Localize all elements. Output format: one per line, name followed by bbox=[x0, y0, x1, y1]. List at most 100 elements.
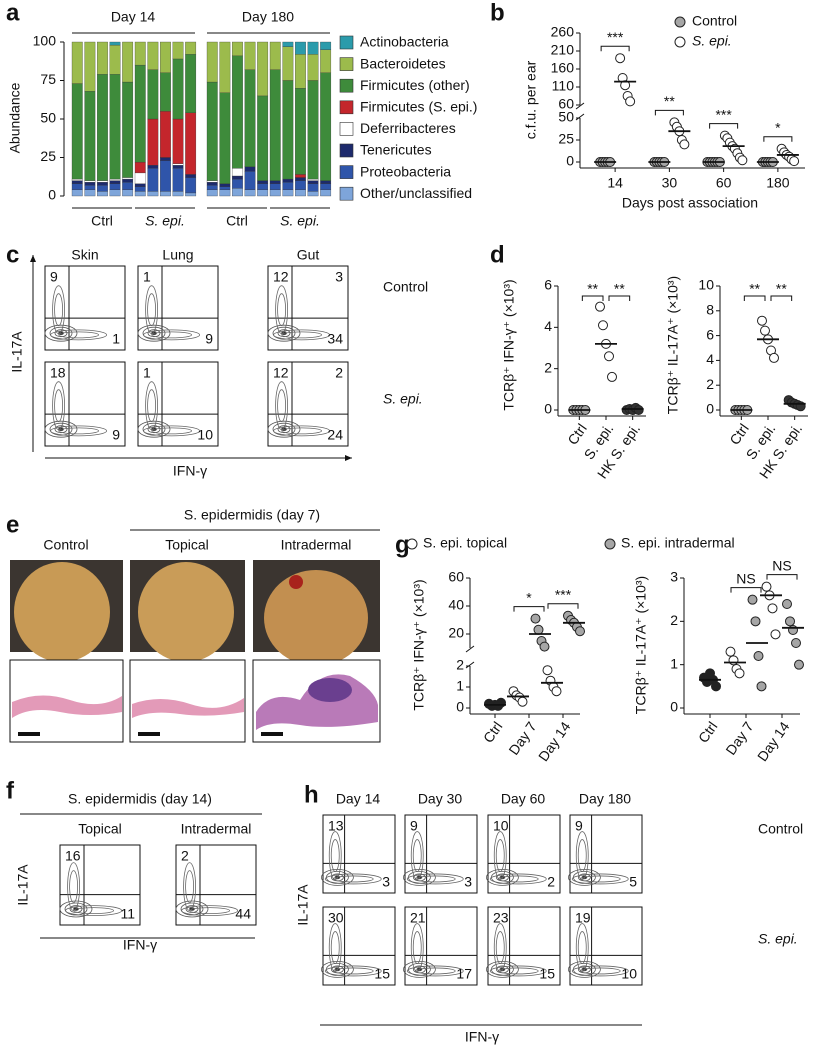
y-tick-label: 8 bbox=[706, 302, 714, 318]
x-axis-label: IFN-γ bbox=[123, 937, 157, 953]
quadrant-value: 10 bbox=[197, 427, 213, 443]
bar-segment bbox=[185, 54, 197, 113]
quadrant-value: 9 bbox=[410, 818, 418, 834]
arrow-head bbox=[345, 455, 352, 461]
bar-segment bbox=[134, 191, 146, 197]
data-point bbox=[595, 301, 605, 312]
data-point bbox=[539, 641, 550, 652]
bar-segment bbox=[269, 183, 281, 190]
y-tick-label: 4 bbox=[706, 351, 714, 367]
data-point bbox=[542, 665, 553, 676]
significance-bracket bbox=[763, 136, 793, 142]
data-point bbox=[794, 659, 804, 670]
significance-label: *** bbox=[555, 587, 572, 603]
bar-segment bbox=[84, 41, 96, 92]
contour bbox=[143, 329, 201, 341]
bar-segment bbox=[307, 80, 319, 180]
contour bbox=[267, 324, 301, 342]
bar-segment bbox=[185, 112, 197, 175]
y-axis-label: Abundance bbox=[7, 82, 23, 153]
quadrant-value: 11 bbox=[120, 906, 135, 922]
y-axis-label: IL-17A bbox=[9, 331, 25, 373]
bar-segment bbox=[185, 177, 197, 194]
y-tick-label: 10 bbox=[698, 277, 714, 293]
bar-segment bbox=[172, 168, 184, 192]
bar-segment bbox=[71, 189, 83, 197]
photos bbox=[9, 560, 381, 743]
bar-segment bbox=[232, 41, 243, 57]
y-tick-label: 50 bbox=[558, 109, 574, 125]
bar-segment bbox=[307, 54, 319, 81]
x-tick-label: Day 14 bbox=[754, 718, 793, 764]
bar-segment bbox=[257, 183, 269, 190]
axis-break bbox=[465, 645, 475, 653]
significance-bracket bbox=[547, 603, 579, 609]
bar-segment bbox=[97, 41, 108, 75]
contour bbox=[328, 923, 342, 972]
axis-break bbox=[575, 102, 585, 110]
panel-letter: f bbox=[6, 777, 15, 804]
bar-segment bbox=[206, 189, 218, 197]
bar-segment bbox=[109, 178, 121, 181]
contour bbox=[495, 931, 505, 964]
x-tick-label: 14 bbox=[607, 175, 623, 191]
tissue bbox=[12, 695, 122, 718]
row-label: S. epi. bbox=[758, 931, 798, 947]
x-tick-label: Day 14 bbox=[535, 718, 574, 764]
significance-bracket bbox=[654, 109, 684, 116]
y-tick-label: 60 bbox=[448, 569, 464, 585]
data-point bbox=[753, 651, 764, 661]
legend-label: S. epi. bbox=[692, 33, 732, 49]
legend-marker bbox=[674, 36, 686, 48]
bar-segment bbox=[320, 189, 332, 197]
quadrant-value: 9 bbox=[112, 427, 120, 443]
x-tick-label: 30 bbox=[662, 175, 678, 191]
contour bbox=[412, 931, 422, 964]
bar-segment bbox=[269, 69, 281, 181]
data-point bbox=[789, 156, 800, 167]
contour bbox=[330, 839, 340, 872]
panel-letter: a bbox=[6, 0, 20, 26]
quadrant-value: 2 bbox=[181, 848, 189, 864]
y-axis-label: IL-17A bbox=[295, 884, 311, 926]
contour bbox=[267, 420, 301, 438]
x-tick-label: Day 7 bbox=[722, 718, 756, 757]
contour bbox=[497, 875, 539, 883]
significance-bracket bbox=[513, 606, 545, 612]
header: S. epidermidis (day 7) bbox=[184, 507, 320, 523]
bar-segment bbox=[232, 178, 243, 189]
quadrant-value: 10 bbox=[621, 966, 637, 982]
y-axis-label: IL-17A bbox=[15, 864, 31, 906]
contour bbox=[137, 324, 171, 342]
bar-segment bbox=[185, 192, 197, 197]
bar-segment bbox=[257, 41, 269, 97]
legend-label: Control bbox=[692, 13, 737, 29]
data-point bbox=[551, 686, 562, 697]
bar-segment bbox=[71, 178, 83, 181]
bar-segment bbox=[160, 111, 171, 158]
quadrant-value: 15 bbox=[374, 966, 390, 982]
data-point bbox=[734, 668, 745, 679]
column-label: Lung bbox=[162, 247, 193, 263]
column-label: Day 30 bbox=[418, 791, 463, 807]
significance-label: ** bbox=[664, 93, 675, 109]
quadrant-value: 15 bbox=[539, 966, 555, 982]
y-axis-label: TCRβ⁺ IFN-γ⁺ (×10³) bbox=[501, 279, 517, 410]
significance-label: ** bbox=[587, 281, 598, 297]
y-tick-label: 210 bbox=[551, 42, 575, 58]
bar-segment bbox=[219, 189, 231, 197]
bar-segment bbox=[109, 180, 121, 184]
contour bbox=[151, 331, 193, 339]
contour bbox=[52, 285, 65, 335]
y-tick-label: 110 bbox=[552, 78, 575, 94]
significance-label: NS bbox=[736, 570, 755, 586]
y-tick-label: 1 bbox=[456, 678, 464, 694]
significance-label: *** bbox=[715, 106, 732, 122]
bar-segment bbox=[109, 44, 121, 75]
quadrant-value: 21 bbox=[410, 910, 426, 926]
legend-label: Tenericutes bbox=[360, 142, 432, 158]
data-point bbox=[756, 681, 767, 692]
bar-segment bbox=[320, 41, 332, 50]
data-point bbox=[711, 681, 721, 692]
legend-label: S. epi. topical bbox=[423, 535, 507, 551]
